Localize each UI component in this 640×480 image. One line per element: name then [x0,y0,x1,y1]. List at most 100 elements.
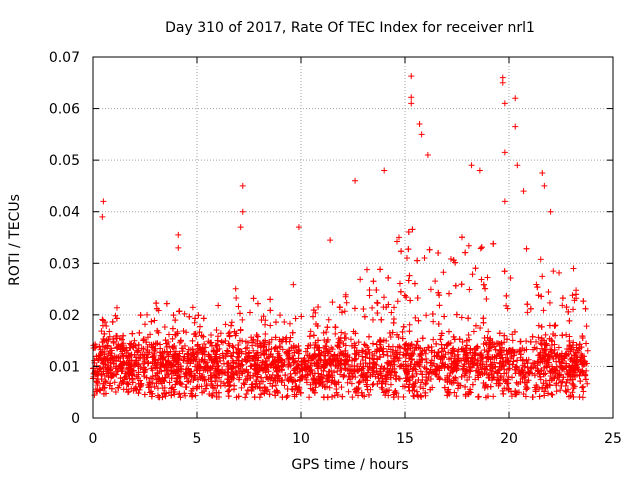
data-point [265,375,272,382]
data-point [446,290,453,297]
data-point [337,357,344,364]
data-point [161,390,168,397]
data-point [524,301,531,308]
data-point [570,385,577,392]
data-point [176,308,183,315]
data-point [483,296,490,303]
data-point [285,363,292,370]
data-point [450,365,457,372]
data-point [529,359,536,366]
data-point [353,388,360,395]
data-point [124,389,131,396]
data-point [281,319,288,326]
data-point [226,332,233,339]
data-point [175,244,182,251]
data-point [539,384,546,391]
data-point [256,384,263,391]
data-point [524,309,531,316]
data-point [234,350,241,357]
data-point [272,334,279,341]
data-point [395,234,402,241]
data-point [224,379,231,386]
data-point [135,369,142,376]
data-point [150,354,157,361]
data-point [481,369,488,376]
data-point [277,312,284,319]
data-point [567,343,574,350]
data-point [308,357,315,364]
data-point [172,332,179,339]
data-point [222,370,229,377]
data-point [539,170,546,177]
data-point [228,322,235,329]
data-point [468,162,475,169]
data-point [191,372,198,379]
data-point [383,372,390,379]
data-point [559,378,566,385]
data-point [540,380,547,387]
data-point [584,347,591,354]
data-point [117,354,124,361]
data-point [385,274,392,281]
data-point [378,316,385,323]
data-point [546,335,553,342]
data-point [284,392,291,399]
data-point [449,368,456,375]
data-point [564,376,571,383]
data-point [338,384,345,391]
data-point [393,373,400,380]
data-point [332,362,339,369]
data-point [543,340,550,347]
data-point [217,330,224,337]
data-point [294,361,301,368]
data-point [366,355,373,362]
data-point [272,344,279,351]
data-point [517,338,524,345]
data-point [563,363,570,370]
data-point [241,381,248,388]
data-point [302,348,309,355]
data-point [566,333,573,340]
data-point [236,374,243,381]
data-point [119,362,126,369]
data-point [445,364,452,371]
data-point [472,322,479,329]
data-point [487,361,494,368]
data-point [148,318,155,325]
data-point [217,357,224,364]
data-point [96,343,103,350]
data-point [279,394,286,401]
data-point [452,375,459,382]
data-point [440,348,447,355]
data-point [94,388,101,395]
data-point [286,347,293,354]
data-point [563,389,570,396]
data-point [503,302,510,309]
data-point [327,361,334,368]
data-point [349,373,356,380]
data-point [324,324,331,331]
data-point [487,343,494,350]
data-point [254,357,261,364]
data-point [405,229,412,236]
data-point [460,363,467,370]
data-point [232,368,239,375]
data-point [495,377,502,384]
data-point [507,274,514,281]
data-point [435,289,442,296]
data-point [365,367,372,374]
data-point [185,378,192,385]
data-point [551,322,558,329]
data-point [162,337,169,344]
data-point [203,382,210,389]
data-point [479,361,486,368]
data-point [580,369,587,376]
data-point [380,337,387,344]
data-point [549,391,556,398]
data-point [407,360,414,367]
data-point [514,357,521,364]
data-point [405,277,412,284]
data-point [315,370,322,377]
data-point [357,361,364,368]
data-point [307,328,314,335]
